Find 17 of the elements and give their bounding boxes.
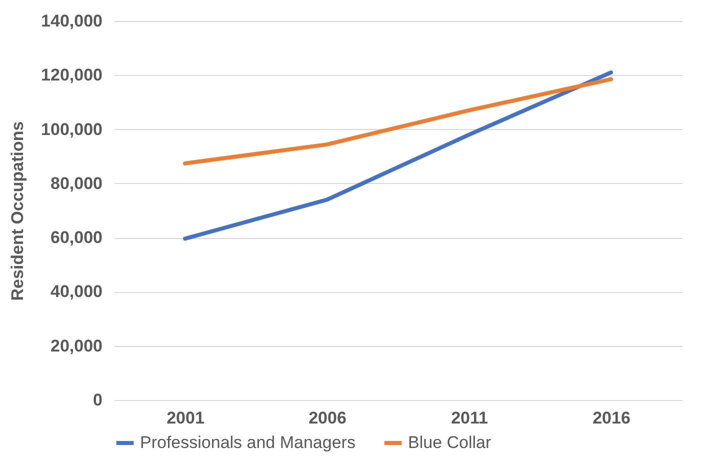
- x-tick-label: 2001: [166, 408, 204, 428]
- y-axis-title: Resident Occupations: [8, 121, 28, 301]
- y-tick-label: 20,000: [50, 336, 102, 356]
- y-tick-label: 120,000: [41, 66, 102, 85]
- x-tick-label: 2006: [308, 408, 346, 428]
- y-tick-label: 0: [93, 390, 102, 410]
- legend-label: Blue Collar: [408, 433, 492, 452]
- legend-label: Professionals and Managers: [140, 433, 356, 452]
- y-tick-label: 60,000: [50, 228, 102, 248]
- y-tick-label: 140,000: [41, 12, 102, 30]
- y-tick-label: 80,000: [50, 174, 102, 193]
- y-tick-label: 40,000: [50, 282, 102, 302]
- x-tick-label: 2016: [592, 408, 630, 428]
- y-tick-label: 100,000: [41, 120, 102, 139]
- x-tick-label: 2011: [451, 408, 488, 428]
- line-series: [183, 77, 613, 166]
- line-series: [183, 70, 613, 241]
